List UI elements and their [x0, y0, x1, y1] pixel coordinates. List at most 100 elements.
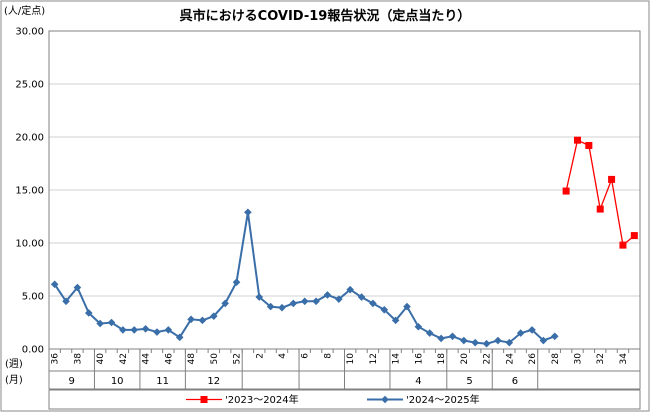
- legend-label: '2023～2024年: [225, 393, 299, 406]
- data-point-diamond: [300, 297, 309, 306]
- data-point-square: [596, 205, 604, 213]
- week-tick-label: 10: [346, 353, 356, 365]
- data-point-diamond: [221, 299, 229, 308]
- legend: '2023～2024年 '2024～2025年: [48, 389, 641, 410]
- data-point-diamond: [289, 299, 298, 308]
- y-tick-label: 20.00: [15, 133, 44, 144]
- data-point-diamond: [369, 299, 377, 308]
- data-point-diamond: [96, 319, 104, 328]
- data-point-diamond: [312, 297, 320, 306]
- week-tick-label: 2: [255, 353, 265, 359]
- data-point-diamond: [84, 309, 93, 317]
- week-tick-label: 16: [414, 353, 424, 365]
- month-axis-label: (月): [5, 374, 23, 386]
- week-tick-label: 12: [369, 353, 379, 364]
- data-point-diamond: [141, 325, 150, 333]
- data-point-diamond: [550, 332, 559, 341]
- y-tick-label: 10.00: [15, 239, 44, 250]
- data-point-diamond: [346, 285, 354, 294]
- data-point-diamond: [119, 326, 127, 334]
- week-tick-label: 38: [73, 353, 83, 365]
- data-point-diamond: [164, 326, 173, 334]
- week-tick-label: 6: [301, 353, 311, 359]
- data-point-diamond: [175, 333, 184, 342]
- data-point-diamond: [403, 302, 411, 311]
- data-point-diamond: [266, 302, 275, 311]
- data-point-diamond: [232, 278, 241, 287]
- data-point-diamond: [425, 329, 434, 337]
- month-label: 11: [156, 376, 169, 387]
- week-tick-label: 50: [210, 353, 220, 365]
- data-point-diamond: [187, 315, 195, 324]
- month-label: 5: [466, 376, 472, 387]
- data-point-diamond: [460, 336, 468, 345]
- data-point-diamond: [73, 283, 82, 292]
- y-tick-label: 5.00: [22, 292, 44, 303]
- data-point-square: [585, 141, 593, 149]
- week-tick-label: 14: [392, 353, 402, 365]
- data-point-diamond: [380, 305, 389, 314]
- data-point-diamond: [323, 291, 332, 299]
- data-point-diamond: [471, 338, 480, 347]
- data-point-diamond: [153, 328, 161, 336]
- data-point-diamond: [278, 303, 286, 312]
- legend-marker-diamond: [381, 395, 389, 404]
- data-point-diamond: [482, 339, 491, 348]
- week-tick-label: 36: [51, 353, 61, 365]
- data-point-diamond: [209, 312, 218, 320]
- data-point-diamond: [357, 293, 366, 301]
- y-tick-label: 0.00: [22, 345, 44, 356]
- data-point-square: [562, 187, 570, 195]
- y-tick-label: 30.00: [15, 27, 44, 38]
- data-point-diamond: [505, 338, 514, 347]
- week-tick-label: 52: [233, 353, 243, 364]
- data-point-diamond: [448, 332, 457, 341]
- week-tick-label: 4: [278, 353, 288, 359]
- month-label: 4: [415, 376, 421, 387]
- week-tick-label: 28: [551, 353, 561, 365]
- week-tick-label: 22: [483, 353, 493, 364]
- week-tick-label: 20: [460, 353, 470, 365]
- y-axis-unit: (人/定点): [4, 4, 45, 17]
- series-layer: [50, 136, 638, 348]
- data-point-diamond: [198, 316, 207, 325]
- data-point-diamond: [539, 336, 548, 345]
- week-tick-label: 18: [437, 353, 447, 365]
- week-axis-label: (週): [5, 358, 23, 370]
- legend-marker-square: [200, 396, 208, 403]
- data-point-diamond: [107, 318, 116, 327]
- data-point-diamond: [50, 280, 59, 289]
- data-point-diamond: [516, 329, 525, 337]
- y-tick-label: 25.00: [15, 80, 44, 91]
- data-point-diamond: [391, 316, 400, 325]
- week-tick-label: 48: [187, 353, 197, 365]
- week-tick-label: 42: [119, 353, 129, 364]
- week-tick-label: 46: [164, 353, 174, 365]
- legend-box: [48, 389, 641, 410]
- week-tick-label: 24: [505, 353, 515, 365]
- data-point-diamond: [494, 336, 502, 345]
- data-point-square: [619, 241, 627, 249]
- week-tick-label: 8: [323, 353, 333, 359]
- y-tick-label: 15.00: [15, 186, 44, 197]
- week-tick-label: 30: [573, 353, 583, 365]
- data-point-square: [573, 136, 581, 144]
- week-tick-label: 32: [596, 353, 606, 364]
- data-point-diamond: [437, 334, 445, 343]
- week-tick-label: 34: [619, 353, 629, 365]
- data-point-diamond: [130, 326, 139, 334]
- legend-label: '2024～2025年: [406, 393, 480, 406]
- month-label: 12: [207, 376, 220, 387]
- data-point-diamond: [255, 293, 264, 301]
- data-point-diamond: [244, 208, 252, 217]
- month-label: 10: [111, 376, 124, 387]
- data-point-diamond: [62, 297, 70, 306]
- data-point-diamond: [414, 322, 423, 331]
- week-tick-label: 40: [96, 353, 106, 365]
- month-label: 9: [69, 376, 75, 387]
- data-point-square: [630, 232, 638, 240]
- data-point-diamond: [335, 295, 343, 303]
- data-point-diamond: [528, 326, 536, 334]
